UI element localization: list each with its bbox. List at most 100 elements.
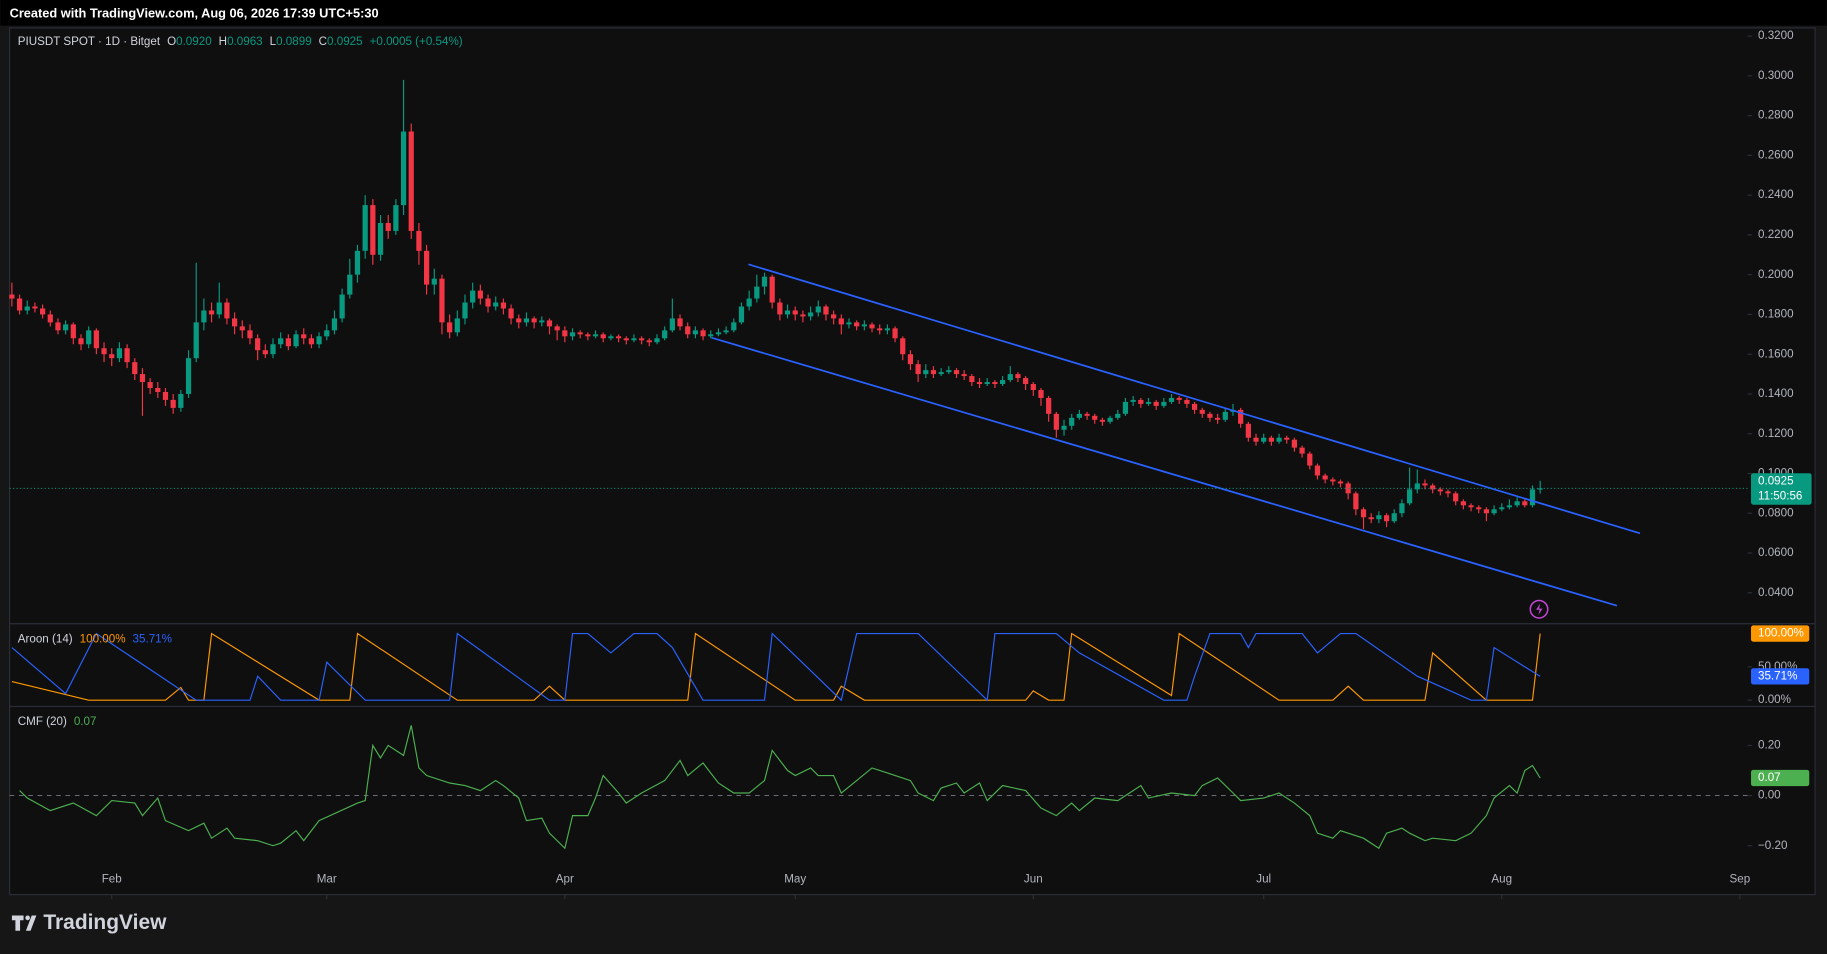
ohlc-label: H [219, 35, 227, 48]
candle-body [500, 302, 507, 309]
candle-body [577, 332, 583, 335]
candle-body [1122, 401, 1129, 414]
candle-body [1084, 413, 1090, 416]
candle-body [1115, 413, 1121, 418]
y-tick-label: 0.00 [1758, 789, 1781, 802]
candle-body [600, 334, 606, 339]
candle-body [1046, 397, 1052, 414]
candle-body [1399, 503, 1405, 514]
candle-body [1353, 493, 1359, 510]
candle-body [585, 334, 591, 337]
candle-body [224, 302, 230, 319]
candle-body [193, 322, 199, 359]
candle-body [408, 131, 414, 231]
candle-body [16, 298, 23, 311]
x-tick-label: Feb [102, 873, 122, 886]
candle-body [447, 322, 453, 333]
candle-body [708, 334, 714, 337]
y-tick-label: 0.2200 [1758, 228, 1794, 241]
y-tick-label: 0.1600 [1758, 347, 1794, 360]
candle-body [1061, 425, 1067, 430]
candle-body [1199, 409, 1205, 414]
candle-body [823, 306, 829, 315]
candle-body [592, 334, 599, 337]
candle-body [877, 328, 883, 331]
candle-body [347, 274, 353, 295]
candle-body [1245, 423, 1251, 438]
candle-body [293, 334, 299, 347]
candle-body [377, 222, 384, 255]
x-tick-label: Jun [1024, 873, 1043, 886]
y-tick-label: 0.0800 [1758, 506, 1794, 519]
candle-body [1276, 437, 1282, 442]
candle-body [1522, 501, 1528, 506]
logo-icon [11, 915, 37, 931]
candle-body [1483, 509, 1490, 514]
candle-body [39, 308, 46, 315]
candle-body [454, 318, 460, 333]
candle-body [1207, 413, 1213, 418]
candle-body [370, 205, 376, 255]
y-tick-label: 0.0600 [1758, 546, 1794, 559]
value-badge-label: 100.00% [1758, 627, 1804, 640]
candle-body [1430, 485, 1436, 490]
candle-body [738, 306, 745, 323]
candle-body [569, 332, 576, 337]
candle-body [485, 298, 491, 307]
candle-body [923, 370, 929, 375]
candle-body [831, 314, 837, 319]
candle-body [761, 276, 768, 287]
y-tick-label: 0.1800 [1758, 308, 1794, 321]
candle-body [1422, 483, 1428, 486]
price-badge-label: 0.0925 [1758, 474, 1794, 487]
candle-body [1307, 453, 1313, 466]
candle-body [216, 302, 222, 315]
candle-body [646, 340, 652, 343]
candle-body [1391, 513, 1397, 522]
candle-body [1038, 389, 1044, 398]
indicator-value: 35.71% [133, 633, 172, 646]
candle-body [86, 330, 92, 345]
candle-body [1360, 509, 1367, 518]
candle-body [723, 330, 729, 333]
candle-body [623, 338, 629, 341]
candle-body [462, 302, 468, 319]
candle-body [615, 336, 622, 339]
x-tick-label: Jul [1256, 873, 1271, 886]
candle-body [1491, 509, 1497, 514]
ohlc-label: C [319, 35, 327, 48]
y-tick-label: 0.00% [1758, 693, 1791, 706]
indicator-legend: Aroon (14) 100.00% 35.71% [18, 633, 172, 646]
candle-body [677, 318, 683, 327]
candle-body [800, 314, 806, 317]
candle-body [93, 330, 99, 349]
candle-body [746, 298, 752, 307]
candle-body [301, 334, 307, 339]
symbol: PIUSDT SPOT · 1D · Bitget [18, 35, 161, 48]
indicator-value: 0.07 [74, 715, 97, 728]
candle-body [55, 322, 61, 331]
candle-body [1023, 378, 1029, 385]
candle-body [700, 330, 706, 337]
candle-body [1153, 401, 1159, 406]
candle-body [239, 326, 245, 331]
y-tick-label: 0.3000 [1758, 69, 1794, 82]
candle-body [1099, 419, 1106, 422]
candle-body [1184, 399, 1190, 404]
candle-body [961, 374, 967, 377]
candle-body [930, 370, 937, 375]
candle-body [838, 318, 844, 325]
candle-body [654, 338, 660, 343]
candle-body [1053, 413, 1059, 430]
candle-body [508, 308, 514, 319]
candle-body [1299, 447, 1305, 454]
candle-body [1330, 479, 1336, 482]
candle-body [1414, 483, 1420, 490]
candle-body [1092, 415, 1098, 420]
value-badge-label: 35.71% [1758, 669, 1797, 682]
candle-body [1322, 475, 1328, 480]
candle-body [554, 326, 560, 331]
candle-body [255, 338, 261, 351]
indicator-line [11, 632, 1541, 701]
